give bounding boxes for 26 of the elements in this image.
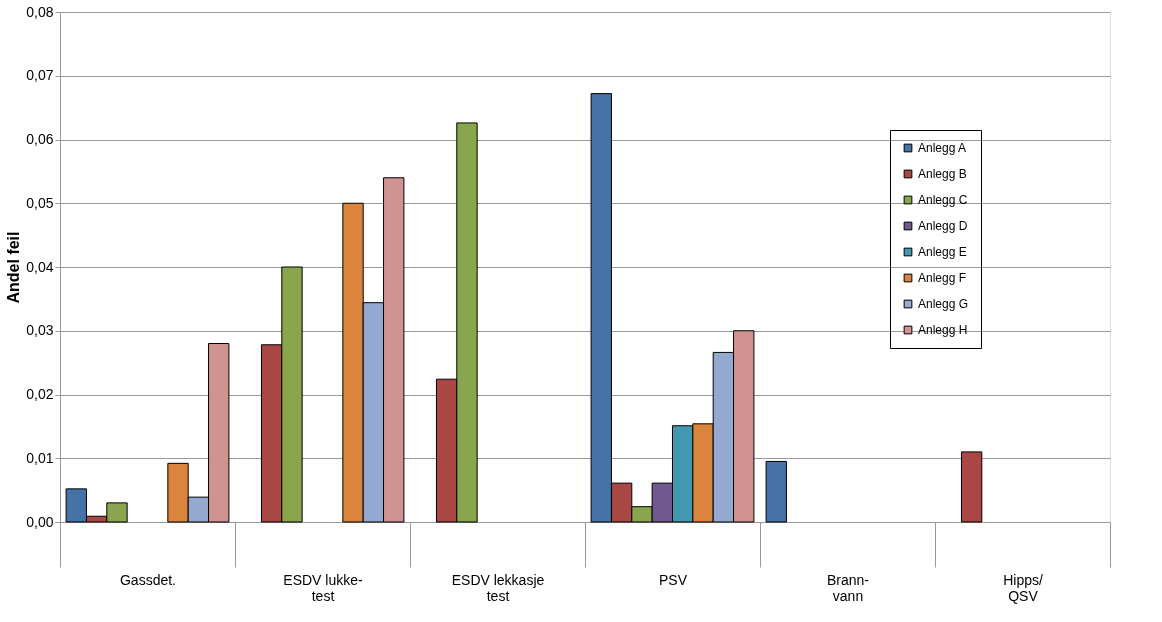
bar (765, 460, 787, 523)
legend-label: Anlegg A (918, 141, 967, 155)
y-axis-title: Andel feil (5, 231, 23, 304)
y-tick-label: 0,05 (26, 194, 54, 211)
y-tick-label: 0,08 (26, 3, 54, 20)
y-tick-label: 0,04 (26, 258, 54, 275)
x-tick-label: Hipps/ QSV (1003, 571, 1043, 604)
legend-label: Anlegg C (918, 193, 968, 207)
x-tick-label: ESDV lukke- test (283, 571, 364, 604)
legend-label: Anlegg F (918, 271, 967, 285)
y-tick-label: 0,00 (26, 513, 54, 530)
legend-label: Anlegg G (918, 297, 969, 311)
legend-label: Anlegg H (918, 323, 968, 337)
x-tick-label: Brann- vann (826, 571, 870, 604)
y-tick-label: 0,01 (26, 449, 54, 466)
x-tick-label: PSV (658, 571, 688, 588)
legend-label: Anlegg D (918, 219, 968, 233)
legend-label: Anlegg E (918, 245, 967, 259)
y-tick-label: 0,02 (26, 386, 54, 402)
y-tick-label: 0,06 (26, 131, 54, 147)
legend-label: Anlegg B (918, 167, 967, 181)
x-tick-label: ESDV lekkasje test (451, 571, 545, 604)
y-tick-label: 0,07 (26, 67, 54, 84)
y-tick-label: 0,03 (26, 322, 54, 339)
x-tick-label: Gassdet. (119, 571, 177, 588)
bar (960, 451, 983, 523)
